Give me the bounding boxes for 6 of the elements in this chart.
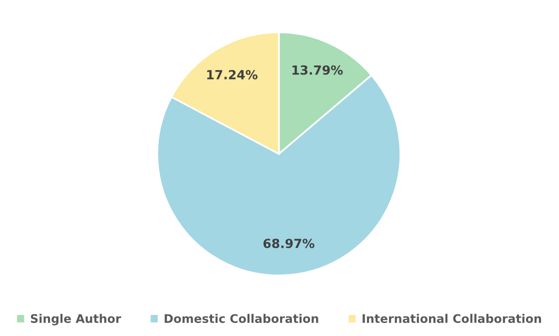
legend-label: International Collaboration [362,314,542,323]
data-label: 17.24% [207,70,258,80]
legend-label: Domestic Collaboration [164,314,318,323]
data-label: 13.79% [292,65,343,75]
data-label: 68.97% [263,238,314,248]
legend-label: Single Author [30,314,122,326]
